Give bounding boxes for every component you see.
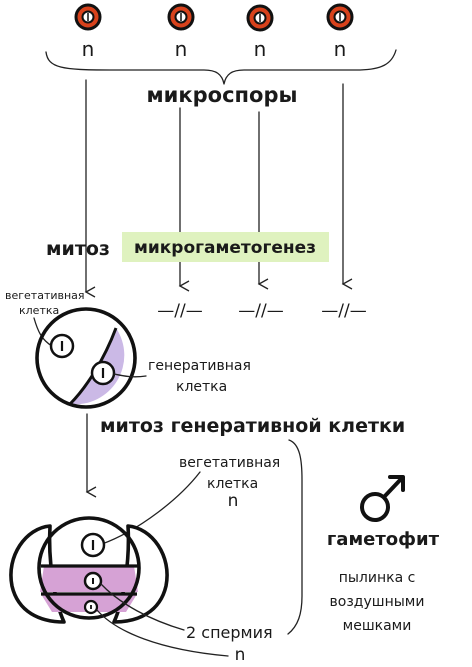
microgametogenesis-highlight: [122, 232, 329, 262]
microspores-label: микроспоры: [147, 83, 298, 107]
mitosis-label: митоз: [46, 238, 110, 260]
vegetative-nucleus: [49, 333, 75, 359]
generative-cell-label-2: клетка: [176, 379, 227, 395]
haploid-label-4: n: [334, 37, 347, 61]
microgametogenesis-label: микрогаметогенез: [134, 238, 316, 258]
two-cell-pollen: [35, 307, 137, 409]
vegetative-cell-label-top-1: вегетативная: [5, 289, 85, 302]
microspore-3: [246, 4, 274, 32]
haploid-label-1: n: [82, 37, 95, 61]
sperm-nucleus-1: [83, 571, 103, 591]
haploid-label-vegetative: n: [228, 491, 239, 511]
sperm-pointer-2: [96, 609, 229, 657]
vegetative-cell-label-top-2: клетка: [19, 304, 59, 317]
sperm-pointer-1: [100, 583, 185, 631]
microspore-brace: [45, 49, 397, 85]
haploid-label-sperm: n: [235, 645, 246, 665]
pollen-description-2: воздушными: [330, 594, 425, 610]
microspore-2: [167, 3, 195, 31]
broken-line-2: —//—: [238, 301, 283, 321]
haploid-label-3: n: [254, 37, 267, 61]
vegetative-cell-label-bottom-1: вегетативная: [179, 455, 280, 471]
microspore-4: [326, 3, 354, 31]
vegetative-nucleus-mature: [80, 532, 106, 558]
generative-nucleus: [90, 360, 116, 386]
pollen-description-3: мешками: [343, 618, 412, 634]
right-bracket: [287, 439, 303, 635]
gametophyte-label: гаметофит: [327, 529, 440, 550]
male-symbol-icon: [360, 475, 405, 522]
mature-pollen-grain: [9, 516, 169, 624]
sperm-nucleus-2: [83, 599, 99, 615]
vegetative-cell-label-bottom-2: клетка: [207, 476, 258, 492]
microspore-1: [74, 3, 102, 31]
generative-pointer: [113, 373, 147, 378]
haploid-label-2: n: [175, 37, 188, 61]
vegetative-pointer-bottom: [101, 471, 201, 545]
sperm-label: 2 спермия: [186, 623, 273, 642]
generative-mitosis-label: митоз генеративной клетки: [100, 415, 405, 437]
pollen-description-1: пылинка с: [339, 570, 416, 586]
broken-line-3: —//—: [321, 301, 366, 321]
broken-line-1: —//—: [157, 301, 202, 321]
generative-cell-label-1: генеративная: [148, 358, 251, 374]
